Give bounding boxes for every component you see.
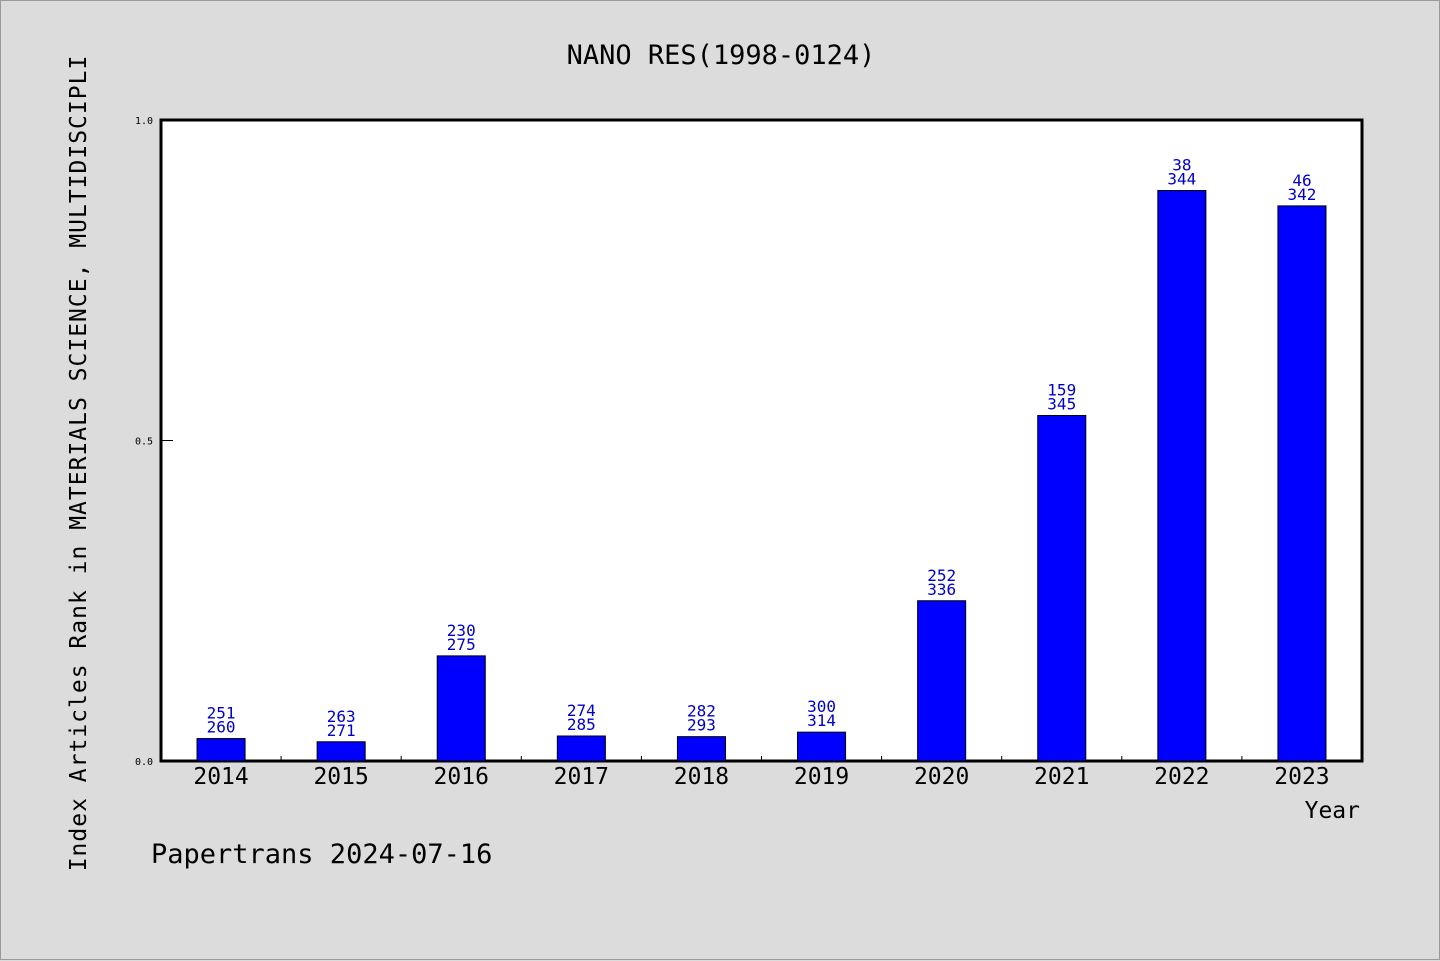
bars-group: 2512602632712302752742852822933003142523… bbox=[196, 156, 1327, 762]
x-axis-ticks: 2014 2015 2016 2017 2018 2019 2020 2021 2022 2023 bbox=[193, 756, 1330, 790]
x-tick-label: 2019 bbox=[794, 764, 849, 790]
bar-rank-label: 252 bbox=[927, 566, 956, 585]
x-tick-label: 2016 bbox=[434, 764, 489, 790]
bar-rank-label: 282 bbox=[687, 702, 716, 721]
y-tick-label: 0.5 bbox=[135, 437, 153, 448]
bar-rank-label: 300 bbox=[807, 697, 836, 716]
bar-2022 bbox=[1157, 190, 1207, 762]
bar-total-label: 314 bbox=[807, 711, 836, 730]
y-axis-label: Index Articles Rank in MATERIALS SCIENCE… bbox=[66, 55, 92, 872]
bar-2023 bbox=[1277, 205, 1327, 762]
bar-2015 bbox=[316, 741, 366, 762]
y-tick-label: 1.0 bbox=[135, 116, 153, 127]
x-tick-label: 2021 bbox=[1034, 764, 1089, 790]
bar-rank-label: 46 bbox=[1292, 171, 1311, 190]
x-tick-label: 2023 bbox=[1274, 764, 1329, 790]
x-tick-label: 2017 bbox=[554, 764, 609, 790]
bar-2014 bbox=[196, 738, 246, 762]
bar-2020 bbox=[917, 600, 967, 762]
bar-total-label: 342 bbox=[1287, 185, 1316, 204]
bar-2021 bbox=[1037, 415, 1087, 762]
x-tick-label: 2020 bbox=[914, 764, 969, 790]
x-tick-label: 2018 bbox=[674, 764, 729, 790]
y-axis-ticks: 0.0 0.5 1.0 bbox=[135, 116, 173, 768]
bar-total-label: 344 bbox=[1167, 170, 1196, 189]
bar-total-label: 275 bbox=[447, 635, 476, 654]
bar-total-label: 260 bbox=[207, 718, 236, 737]
y-tick-label: 0.0 bbox=[135, 757, 153, 768]
bar-2018 bbox=[676, 736, 726, 762]
bar-total-label: 345 bbox=[1047, 395, 1076, 414]
bar-rank-label: 274 bbox=[567, 701, 596, 720]
x-axis-label: Year bbox=[1305, 798, 1360, 824]
bar-rank-label: 230 bbox=[447, 621, 476, 640]
x-tick-label: 2022 bbox=[1154, 764, 1209, 790]
bar-rank-label: 38 bbox=[1172, 156, 1191, 175]
bar-total-label: 271 bbox=[327, 721, 356, 740]
footer-text: Papertrans 2024-07-16 bbox=[151, 839, 492, 870]
x-tick-label: 2015 bbox=[313, 764, 368, 790]
bar-rank-label: 251 bbox=[207, 704, 236, 723]
bar-2017 bbox=[556, 735, 606, 762]
bar-total-label: 293 bbox=[687, 716, 716, 735]
chart-title: NANO RES(1998-0124) bbox=[567, 40, 876, 71]
x-tick-label: 2014 bbox=[193, 764, 248, 790]
bar-rank-label: 263 bbox=[327, 707, 356, 726]
bar-2019 bbox=[797, 731, 847, 762]
bar-total-label: 336 bbox=[927, 580, 956, 599]
bar-total-label: 285 bbox=[567, 715, 596, 734]
bar-rank-label: 159 bbox=[1047, 381, 1076, 400]
bar-2016 bbox=[436, 655, 486, 762]
